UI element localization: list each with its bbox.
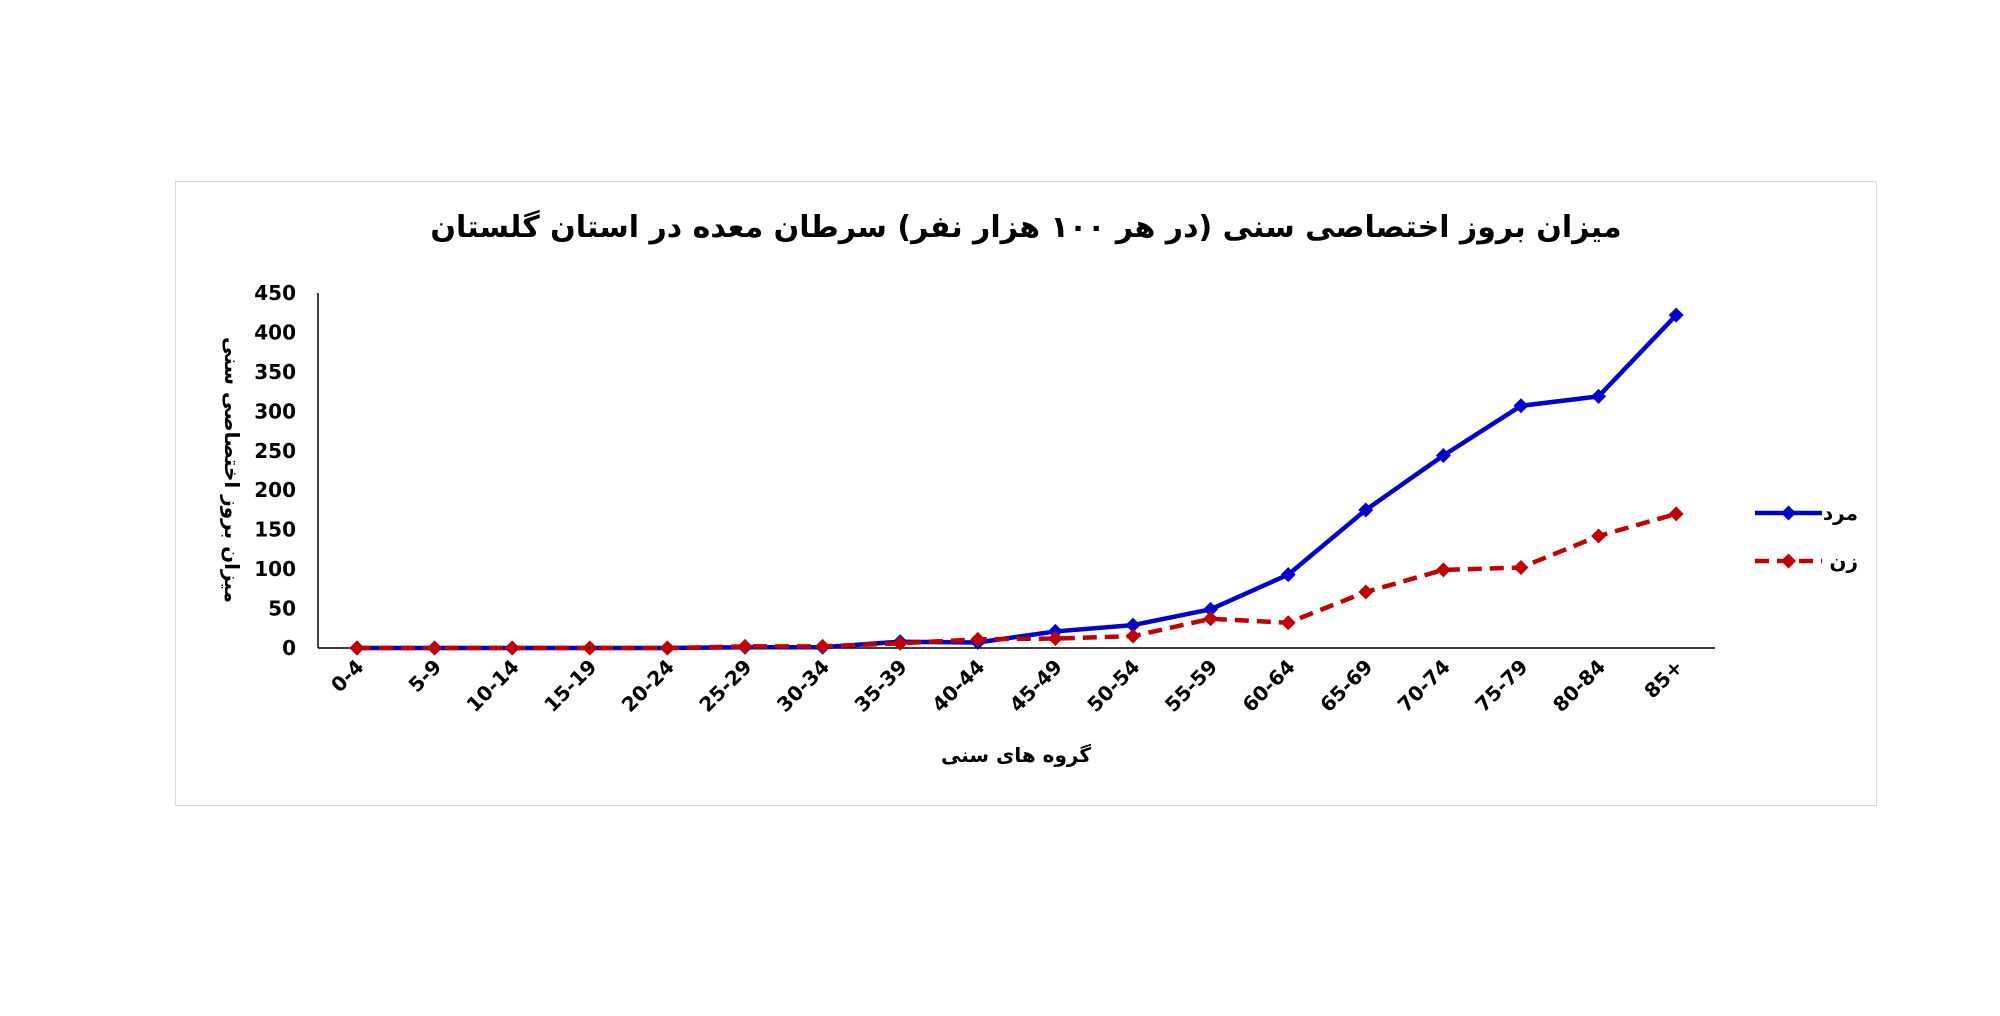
series-line-female	[357, 511, 1677, 651]
data-point-marker	[504, 640, 520, 656]
data-point-marker	[1435, 448, 1451, 464]
data-point-marker	[1513, 398, 1529, 414]
y-tick-label: 300	[254, 399, 296, 423]
y-tick-label: 0	[282, 636, 296, 660]
x-tick-label: 55-59	[1160, 655, 1222, 717]
data-point-marker	[1280, 567, 1296, 583]
data-point-marker	[737, 638, 753, 654]
x-tick-label: 35-39	[850, 655, 912, 717]
data-point-marker	[349, 640, 365, 656]
data-point-marker	[1668, 506, 1684, 522]
y-tick-label: 100	[254, 557, 296, 581]
x-tick-label: 60-64	[1238, 655, 1300, 717]
data-point-marker	[1125, 617, 1141, 633]
x-tick-label: 30-34	[772, 655, 834, 717]
data-point-marker	[1280, 615, 1296, 631]
y-tick-label: 350	[254, 360, 296, 384]
series-group	[349, 307, 1684, 656]
x-tick-label: 10-14	[462, 655, 524, 717]
y-tick-label: 200	[254, 478, 296, 502]
y-tick-label: 250	[254, 439, 296, 463]
x-tick-label: 20-24	[617, 655, 679, 717]
legend-marker	[1781, 553, 1796, 569]
y-axis-title: میزان بروز اختصاصی سنی	[220, 337, 244, 603]
x-axis-title: گروه های سنی	[941, 743, 1091, 767]
data-point-marker	[1358, 502, 1374, 518]
x-tick-label: 85+	[1639, 655, 1688, 704]
series-line-male	[357, 313, 1678, 651]
data-point-marker	[582, 640, 598, 656]
legend-label: زن	[1829, 549, 1858, 573]
data-point-marker	[659, 640, 675, 656]
axes	[317, 293, 1715, 649]
data-point-marker	[1591, 528, 1607, 544]
x-tick-label: 70-74	[1393, 655, 1455, 717]
x-tick-label: 40-44	[927, 655, 989, 717]
legend-marker	[1781, 505, 1796, 521]
chart-title: میزان بروز اختصاصی سنی (در هر ۱۰۰ هزار ن…	[430, 210, 1622, 245]
legend: مرد زن	[1755, 501, 1858, 573]
data-point-marker	[815, 638, 831, 654]
x-tick-label: 80-84	[1548, 655, 1610, 717]
data-point-marker	[1125, 628, 1141, 644]
data-point-marker	[970, 631, 986, 647]
x-axis-ticks: 0-4 5-9 10-14 15-19 20-24 25-29 30-34 35-39 40-4…	[326, 655, 1688, 717]
x-tick-label: 45-49	[1005, 655, 1067, 717]
x-tick-label: 65-69	[1315, 655, 1377, 717]
x-tick-label: 75-79	[1470, 655, 1532, 717]
legend-label: مرد	[1823, 501, 1858, 525]
data-point-marker	[892, 635, 908, 651]
data-point-marker	[1203, 601, 1219, 617]
y-tick-label: 400	[254, 320, 296, 344]
data-point-marker	[1358, 584, 1374, 600]
data-point-marker	[1435, 562, 1451, 578]
data-point-marker	[1513, 560, 1529, 576]
y-tick-label: 150	[254, 518, 296, 542]
data-point-marker	[1668, 307, 1684, 323]
x-tick-label: 5-9	[404, 655, 447, 698]
x-tick-label: 25-29	[694, 655, 756, 717]
x-tick-label: 50-54	[1082, 655, 1144, 717]
chart-frame	[175, 181, 1877, 806]
y-axis-ticks: 0 50 100 150 200 250 300 350 400 450	[254, 281, 296, 660]
data-point-marker	[1047, 631, 1063, 647]
data-point-marker	[1591, 388, 1607, 404]
x-tick-label: 15-19	[539, 655, 601, 717]
data-point-marker	[427, 640, 443, 656]
y-tick-label: 50	[268, 597, 296, 621]
x-tick-label: 0-4	[326, 655, 369, 698]
data-point-marker	[1203, 611, 1219, 627]
y-tick-label: 450	[254, 281, 296, 305]
